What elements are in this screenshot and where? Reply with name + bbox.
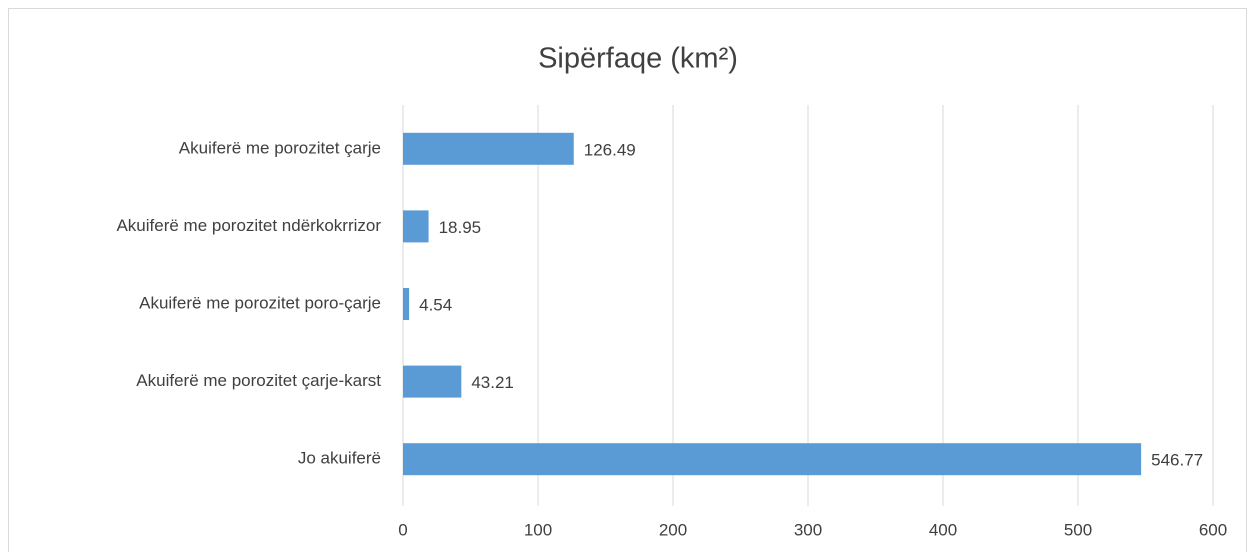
y-tick-label: Akuiferë me porozitet çarje-karst xyxy=(136,371,381,390)
y-tick-label: Akuiferë me porozitet çarje xyxy=(179,138,381,157)
bar xyxy=(403,132,574,165)
data-label: 43.21 xyxy=(471,373,514,392)
data-label: 4.54 xyxy=(419,295,452,314)
x-tick-label: 600 xyxy=(1199,520,1227,539)
x-tick-label: 300 xyxy=(794,520,822,539)
data-label: 546.77 xyxy=(1151,451,1203,470)
y-tick-label: Akuiferë me porozitet poro-çarje xyxy=(139,293,381,312)
bar xyxy=(403,365,462,398)
bar xyxy=(403,288,410,320)
x-tick-label: 500 xyxy=(1064,520,1092,539)
data-label: 126.49 xyxy=(584,140,636,159)
y-tick-label: Jo akuiferë xyxy=(298,449,381,468)
x-tick-label: 0 xyxy=(398,520,407,539)
bar xyxy=(403,443,1142,476)
x-tick-label: 400 xyxy=(929,520,957,539)
x-tick-label: 200 xyxy=(659,520,687,539)
bar xyxy=(403,210,429,243)
chart-title: Sipërfaqe (km²) xyxy=(538,43,738,75)
data-label: 18.95 xyxy=(439,218,482,237)
y-tick-label: Akuiferë me porozitet ndërkokrrizor xyxy=(116,216,381,235)
x-tick-label: 100 xyxy=(524,520,552,539)
